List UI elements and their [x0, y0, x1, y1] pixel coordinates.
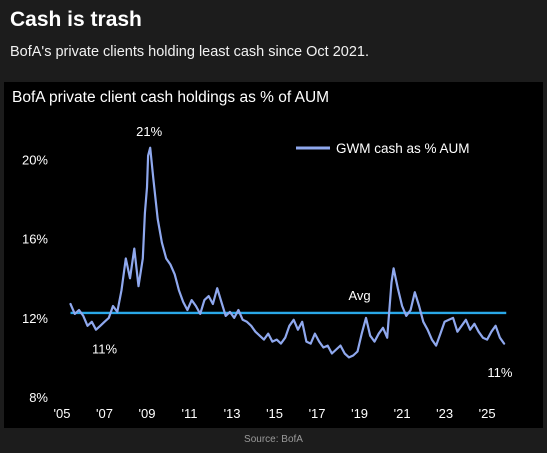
x-tick-label: '13: [224, 406, 241, 421]
annotation-label: 11%: [92, 341, 117, 356]
annotation-label: Avg: [348, 288, 370, 303]
chart-title: BofA private client cash holdings as % o…: [12, 89, 329, 106]
y-tick-label: 16%: [22, 232, 48, 247]
x-tick-label: '21: [394, 406, 411, 421]
x-tick-label: '25: [479, 406, 496, 421]
x-tick-label: '23: [436, 406, 453, 421]
line-chart: BofA private client cash holdings as % o…: [12, 89, 513, 421]
x-tick-label: '11: [182, 406, 198, 421]
x-tick-label: '09: [139, 406, 156, 421]
series-line-gwm-cash: [69, 146, 506, 359]
y-tick-label: 20%: [22, 153, 48, 168]
y-tick-label: 8%: [29, 390, 48, 405]
x-tick-label: '17: [309, 406, 326, 421]
x-tick-label: '07: [96, 406, 113, 421]
y-tick-label: 12%: [22, 311, 48, 326]
chart-frame: BofA private client cash holdings as % o…: [4, 82, 543, 428]
x-tick-label: '15: [266, 406, 283, 421]
annotation-label: 11%: [487, 365, 512, 380]
subheadline: BofA's private clients holding least cas…: [10, 44, 370, 60]
source-note: Source: BofA: [244, 434, 303, 445]
headline: Cash is trash: [10, 8, 142, 31]
legend-label: GWM cash as % AUM: [336, 141, 470, 156]
x-tick-label: '19: [351, 406, 368, 421]
annotation-label: 21%: [136, 124, 162, 139]
x-tick-label: '05: [54, 406, 71, 421]
